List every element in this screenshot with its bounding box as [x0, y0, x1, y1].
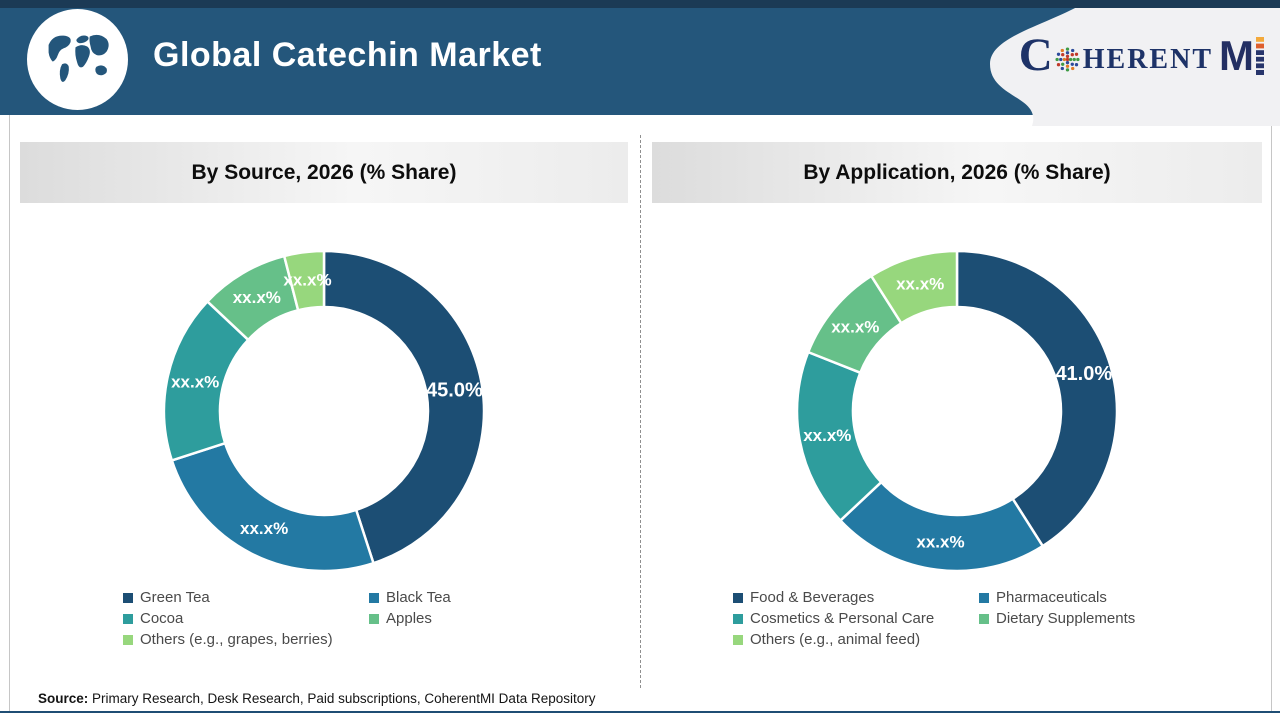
logo-letter-m: M — [1219, 32, 1254, 80]
legend-swatch — [979, 592, 989, 603]
world-map-icon — [35, 17, 120, 102]
legend-item-pharmaceuticals: Pharmaceuticals — [979, 587, 1135, 608]
legend-swatch — [369, 613, 379, 624]
source-note: Source: Primary Research, Desk Research,… — [38, 691, 595, 706]
page-title: Global Catechin Market — [153, 36, 542, 74]
bottom-border — [0, 711, 1280, 713]
legend-item-cocoa: Cocoa — [123, 608, 369, 629]
panel-title-banner: By Application, 2026 (% Share) — [652, 142, 1262, 203]
world-map-badge — [27, 9, 128, 110]
logo-letters-herent: HERENT — [1082, 43, 1213, 75]
donut-slice-others-e-g-animal-feed — [869, 249, 959, 325]
legend-label: Green Tea — [140, 589, 210, 606]
top-border-strip — [0, 0, 1280, 8]
panel-title: By Application, 2026 (% Share) — [803, 160, 1111, 184]
logo-background-shape — [990, 0, 1280, 126]
legend-swatch — [123, 634, 133, 645]
donut-slice-pharmaceuticals — [838, 480, 1045, 573]
slice-value-label-others-e-g-grapes-berries: xx.x% — [283, 271, 331, 290]
header-band: Global Catechin Market C HERENT M — [0, 0, 1280, 126]
legend-label: Black Tea — [386, 589, 451, 606]
legend-label: Apples — [386, 610, 432, 627]
slice-value-label-dietary-supplements: xx.x% — [831, 317, 879, 336]
legend-label: Pharmaceuticals — [996, 589, 1107, 606]
legend-item-food-beverages: Food & Beverages — [733, 587, 979, 608]
legend-item-dietary-supplements: Dietary Supplements — [979, 608, 1135, 629]
legend-label: Dietary Supplements — [996, 610, 1136, 627]
donut-slice-others-e-g-grapes-berries — [282, 249, 326, 312]
slice-value-label-cocoa: xx.x% — [171, 373, 219, 392]
logo-segmented-i-icon — [1256, 37, 1264, 76]
legend-swatch — [123, 592, 133, 603]
legend-swatch — [123, 613, 133, 624]
legend-item-others-e-g-animal-feed: Others (e.g., animal feed) — [733, 629, 979, 650]
legend-swatch — [733, 634, 743, 645]
legend-swatch — [979, 613, 989, 624]
panel-by-application: By Application, 2026 (% Share) 41.0% xx.x… — [652, 135, 1262, 680]
panel-title-banner: By Source, 2026 (% Share) — [20, 142, 628, 203]
slice-value-label-apples: xx.x% — [233, 288, 281, 307]
source-label: Source: — [38, 691, 89, 706]
legend-swatch — [733, 613, 743, 624]
legend-by-application: Food & Beverages Pharmaceuticals Cosmetics… — [733, 587, 1135, 650]
donut-slice-black-tea — [170, 441, 376, 573]
source-text: Primary Research, Desk Research, Paid su… — [92, 691, 596, 706]
panel-title: By Source, 2026 (% Share) — [191, 160, 457, 184]
donut-chart-by-source: 45.0% xx.x% xx.x% xx.x% xx.x% — [154, 241, 494, 581]
legend-label: Others (e.g., animal feed) — [750, 631, 921, 648]
slice-value-label-black-tea: xx.x% — [240, 519, 288, 538]
legend-swatch — [733, 592, 743, 603]
slice-value-label-cosmetics-personal-care: xx.x% — [803, 426, 851, 445]
legend-label: Others (e.g., grapes, berries) — [140, 631, 333, 648]
legend-item-apples: Apples — [369, 608, 451, 629]
panel-by-source: By Source, 2026 (% Share) 45.0% xx.x% xx.x… — [20, 135, 628, 680]
map-continents — [48, 34, 109, 82]
donut-slice-food-beverages — [955, 249, 1119, 548]
slice-value-label-pharmaceuticals: xx.x% — [916, 533, 964, 552]
donut-chart-by-application: 41.0% xx.x% xx.x% xx.x% xx.x% — [787, 241, 1127, 581]
donut-svg-by-application: 41.0% xx.x% xx.x% xx.x% xx.x% — [795, 249, 1119, 573]
panel-divider — [640, 135, 641, 688]
slice-value-label-others-e-g-animal-feed: xx.x% — [896, 275, 944, 294]
donut-svg-by-source: 45.0%xx.x%xx.x%xx.x%xx.x% — [162, 249, 486, 573]
legend-label: Food & Beverages — [750, 589, 875, 606]
slice-value-label-food-beverages: 41.0% — [1055, 363, 1112, 385]
logo-globe-icon — [1055, 47, 1080, 72]
legend-by-source: Green Tea Black Tea Cocoa Apples Others (e.g… — [123, 587, 451, 650]
slice-value-label-green-tea: 45.0% — [426, 379, 483, 401]
donut-slice-green-tea — [322, 249, 486, 565]
legend-item-others-e-g-grapes-berries: Others (e.g., grapes, berries) — [123, 629, 369, 650]
legend-item-black-tea: Black Tea — [369, 587, 451, 608]
logo-letter-c: C — [1018, 29, 1053, 81]
legend-label: Cocoa — [140, 610, 184, 627]
legend-item-cosmetics-personal-care: Cosmetics & Personal Care — [733, 608, 979, 629]
legend-item-green-tea: Green Tea — [123, 587, 369, 608]
legend-label: Cosmetics & Personal Care — [750, 610, 935, 627]
legend-swatch — [369, 592, 379, 603]
coherentmi-logo: C HERENT M — [1018, 29, 1264, 81]
